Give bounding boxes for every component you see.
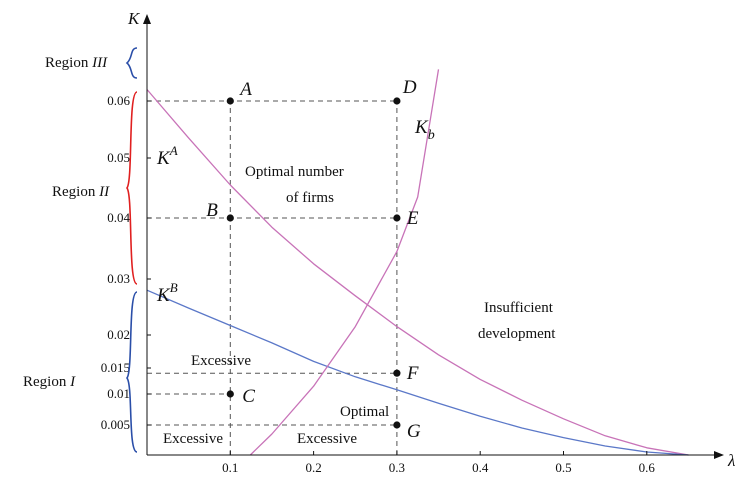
curve-kb-sub — [249, 69, 440, 456]
point-a — [226, 97, 234, 105]
y-tick-label: 0.05 — [107, 150, 130, 165]
y-tick-label: 0.02 — [107, 327, 130, 342]
x-tick-label: 0.2 — [305, 460, 321, 475]
point-label-c: C — [242, 386, 255, 407]
point-label-b: B — [206, 200, 218, 221]
annotation-excessive-upper: Excessive — [191, 353, 251, 369]
point-label-d: D — [402, 77, 417, 98]
x-tick-label: 0.5 — [555, 460, 571, 475]
point-label-f: F — [406, 363, 419, 384]
y-tick-label: 0.005 — [101, 417, 130, 432]
point-g — [393, 421, 401, 429]
region-label-ii: Region II — [52, 184, 110, 200]
point-label-e: E — [406, 208, 419, 229]
point-c — [226, 390, 234, 398]
axes: λ K — [127, 9, 735, 470]
region-label-iii: Region III — [45, 55, 108, 71]
curves — [146, 69, 689, 456]
x-tick-label: 0.3 — [389, 460, 405, 475]
x-axis-arrow — [714, 451, 724, 459]
point-e — [393, 214, 401, 222]
point-label-a: A — [238, 79, 252, 100]
curve-label-kb-sub: Kb — [414, 117, 435, 143]
y-tick-label: 0.015 — [101, 360, 130, 375]
region-label-i: Region I — [23, 374, 76, 390]
point-b — [226, 214, 234, 222]
y-tick-label: 0.03 — [107, 271, 130, 286]
brace-region-ii — [126, 91, 138, 285]
y-tick-label: 0.06 — [107, 93, 130, 108]
x-tick-label: 0.1 — [222, 460, 238, 475]
annotation-insufficient-2: development — [478, 326, 556, 342]
y-tick-label: 0.04 — [107, 210, 130, 225]
annotation-insufficient-1: Insufficient — [484, 300, 554, 316]
brace-region-i — [126, 291, 138, 453]
point-f — [393, 369, 401, 377]
y-axis-arrow — [143, 14, 151, 24]
curve-kb-lower — [146, 289, 689, 456]
tick-marks: 0.1 0.2 0.3 0.4 0.5 0.6 0.005 0.01 0.015 0.02 0.03… — [101, 93, 656, 475]
point-d — [393, 97, 401, 105]
annotation-optimal-firms-1: Optimal number — [245, 164, 344, 180]
annotation-optimal-lower: Optimal — [340, 404, 389, 420]
curve-label-kb-lower: KB — [156, 280, 178, 306]
guide-lines — [147, 100, 398, 455]
y-tick-label: 0.01 — [107, 386, 130, 401]
x-axis-label: λ — [727, 451, 735, 470]
curve-label-ka: KA — [156, 143, 178, 169]
annotation-optimal-firms-2: of firms — [286, 190, 334, 206]
x-tick-label: 0.6 — [639, 460, 656, 475]
curve-ka — [146, 89, 689, 456]
brace-region-iii — [125, 47, 138, 79]
x-tick-label: 0.4 — [472, 460, 489, 475]
y-axis-label: K — [127, 9, 141, 28]
annotation-excessive-bottom-left: Excessive — [163, 431, 223, 447]
annotation-excessive-bottom-right: Excessive — [297, 431, 357, 447]
data-points: A D B E F C G — [206, 77, 421, 442]
point-label-g: G — [407, 421, 421, 442]
